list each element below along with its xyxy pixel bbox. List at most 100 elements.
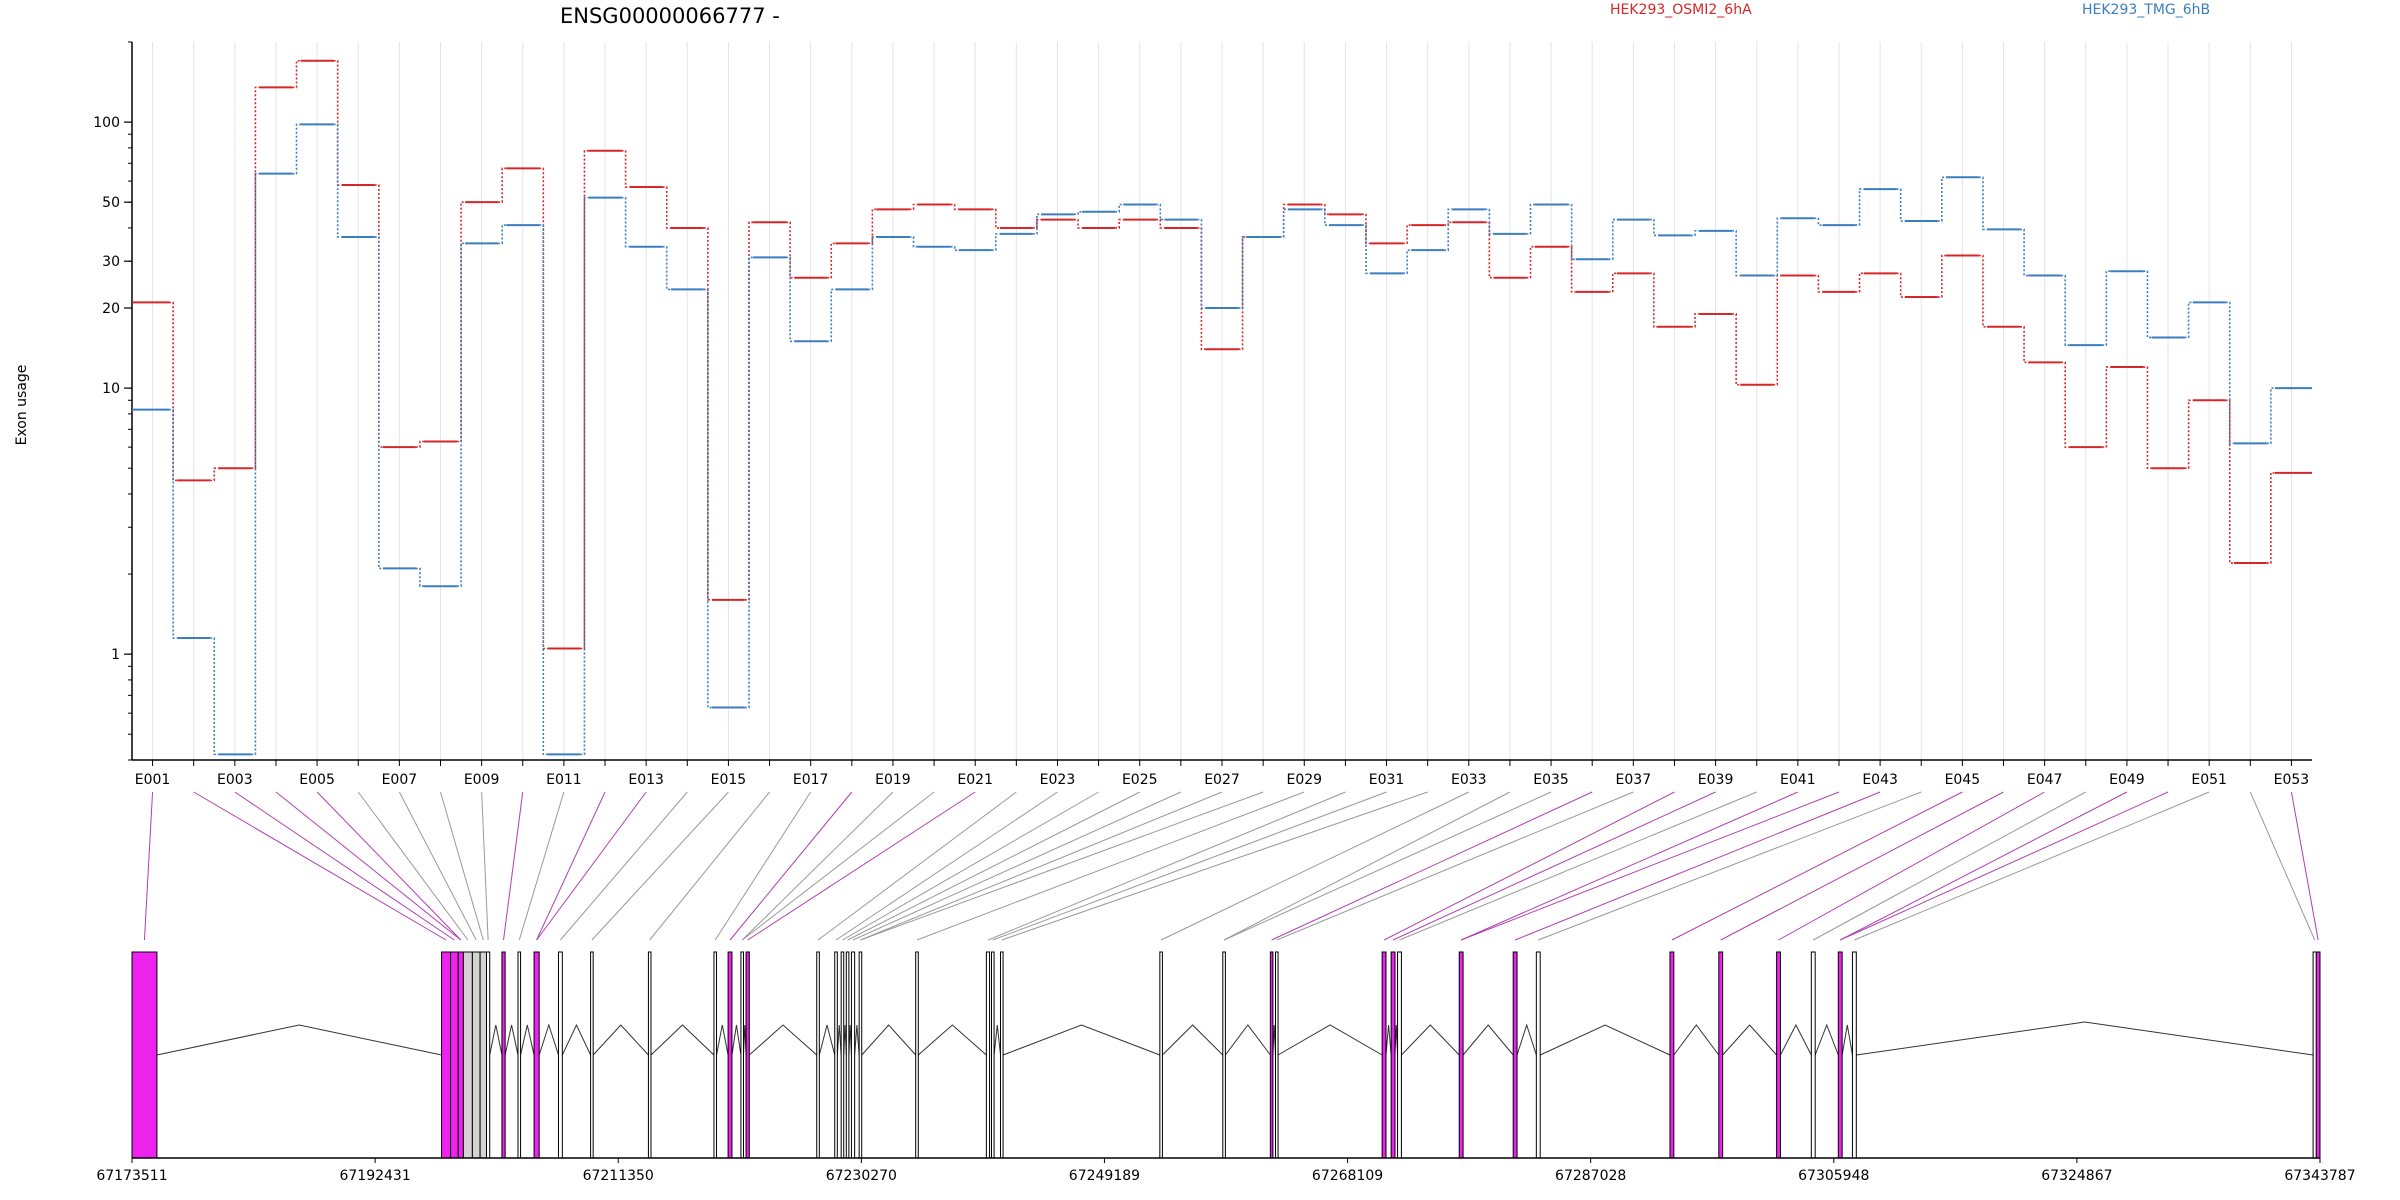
connector-E043 (1514, 791, 1881, 941)
x-tick-label-E023: E023 (1040, 772, 1076, 788)
connector-E048 (1813, 791, 2087, 941)
series-1-transition (415, 440, 425, 448)
series-2-transition (1156, 203, 1165, 221)
exon-block-18 (745, 951, 750, 1159)
x-tick-label-E039: E039 (1698, 772, 1734, 788)
exon-block-44 (1851, 951, 1857, 1159)
exon-block-28 (1000, 951, 1004, 1159)
x-tick-label-E007: E007 (382, 772, 418, 788)
series-1-transition (1649, 272, 1658, 328)
series-1-transition (1115, 218, 1124, 229)
intron-line (1385, 1024, 1392, 1056)
x-tick-label-E037: E037 (1616, 772, 1652, 788)
intron-line (917, 1024, 987, 1056)
exon-connectors (143, 791, 2319, 941)
x-tick-label-E035: E035 (1533, 772, 1569, 788)
intron-line (650, 1024, 715, 1056)
chart-title: ENSG00000066777 - (560, 4, 780, 28)
connector-E011 (518, 791, 565, 941)
series-2-transition (333, 123, 342, 238)
exon-block-38 (1535, 951, 1541, 1159)
exon-block-27 (991, 951, 995, 1159)
series-2-transition (827, 288, 836, 343)
series-2-transition (374, 236, 383, 570)
series-1-transition (333, 59, 342, 186)
series-1-transition (1361, 213, 1371, 245)
x-tick-label-E001: E001 (135, 772, 171, 788)
intron-line (1516, 1023, 1537, 1056)
series-2-transition (1115, 203, 1124, 213)
series-1-transition (210, 467, 219, 482)
intron-line (748, 1024, 818, 1056)
series-1-transition (1073, 218, 1083, 229)
x-tick-label-E053: E053 (2274, 772, 2310, 788)
y-tick-label-100: 100 (93, 115, 120, 131)
series-2-transition (1690, 230, 1700, 237)
exon-block-40 (1718, 951, 1724, 1159)
intron-line (993, 1024, 1001, 1056)
connector-E022 (817, 791, 1017, 941)
intron-line (818, 1024, 836, 1056)
connector-E005 (316, 791, 462, 941)
connector-E035 (1223, 791, 1552, 941)
intron-line (1722, 1024, 1777, 1056)
series-2-transition (1361, 224, 1371, 275)
connector-E020 (741, 791, 935, 941)
exon-block-2 (441, 951, 452, 1159)
connector-E003 (234, 791, 455, 941)
connector-E034 (1223, 791, 1511, 941)
intron-line (489, 1024, 503, 1056)
connector-E013 (536, 791, 647, 941)
genomic-label-67192431: 67192431 (339, 1168, 410, 1184)
intron-line (520, 1024, 535, 1056)
exon-block-1 (131, 951, 158, 1159)
intron-line (836, 1024, 842, 1056)
series-2 (132, 123, 2312, 756)
connector-E031 (992, 791, 1387, 941)
series-2-transition (1320, 208, 1329, 226)
connector-E037 (1276, 791, 1634, 941)
series-1-transition (2184, 399, 2193, 469)
exon-block-5 (462, 951, 473, 1159)
exon-block-41 (1776, 951, 1781, 1159)
series-2-transition (2143, 270, 2152, 339)
exon-block-3 (450, 951, 459, 1159)
connector-E014 (560, 791, 688, 941)
connector-E051 (1854, 791, 2210, 941)
series-2-transition (1567, 203, 1576, 261)
connector-E033 (1160, 791, 1470, 941)
connector-E026 (852, 791, 1182, 941)
x-tick-label-E033: E033 (1451, 772, 1487, 788)
series-2-transition (456, 242, 466, 588)
exon-block-8 (486, 951, 491, 1159)
series-lines (132, 59, 2312, 756)
x-tick-label-E009: E009 (464, 772, 500, 788)
series-1-transition (1978, 254, 1988, 328)
connector-E049 (1840, 791, 2128, 941)
exon-block-29 (1159, 951, 1163, 1159)
y-tick-label-1: 1 (111, 647, 120, 663)
connector-E038 (1383, 791, 1675, 941)
series-2-transition (909, 236, 918, 248)
series-1-transition (1444, 221, 1453, 226)
intron-line (1856, 1021, 2314, 1056)
x-tick-label-E041: E041 (1780, 772, 1816, 788)
x-tick-label-E003: E003 (217, 772, 253, 788)
connector-E016 (649, 791, 770, 941)
series-1-transition (1896, 272, 1905, 298)
grid-lines (152, 42, 2292, 760)
series-2-transition (2266, 387, 2275, 445)
series-1-transition (621, 149, 630, 188)
intron-line (1162, 1024, 1224, 1056)
genomic-label-67211350: 67211350 (583, 1168, 654, 1184)
genomic-label-67249189: 67249189 (1069, 1168, 1140, 1184)
intron-line (1539, 1024, 1671, 1056)
genomic-axis: 67173511 67192431 67211350 67230270 67249189… (96, 1157, 2356, 1184)
series-2-transition (621, 196, 630, 248)
series-2-transition (1649, 218, 1658, 237)
intron-line (1780, 1023, 1812, 1056)
connector-E018 (729, 791, 853, 941)
series-1-transition (539, 167, 548, 650)
intron-line (1224, 1024, 1271, 1056)
series-2-transition (1773, 217, 1782, 277)
